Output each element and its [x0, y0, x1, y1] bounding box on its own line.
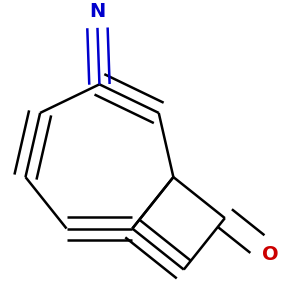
Text: N: N [89, 2, 105, 21]
Text: O: O [262, 245, 278, 264]
